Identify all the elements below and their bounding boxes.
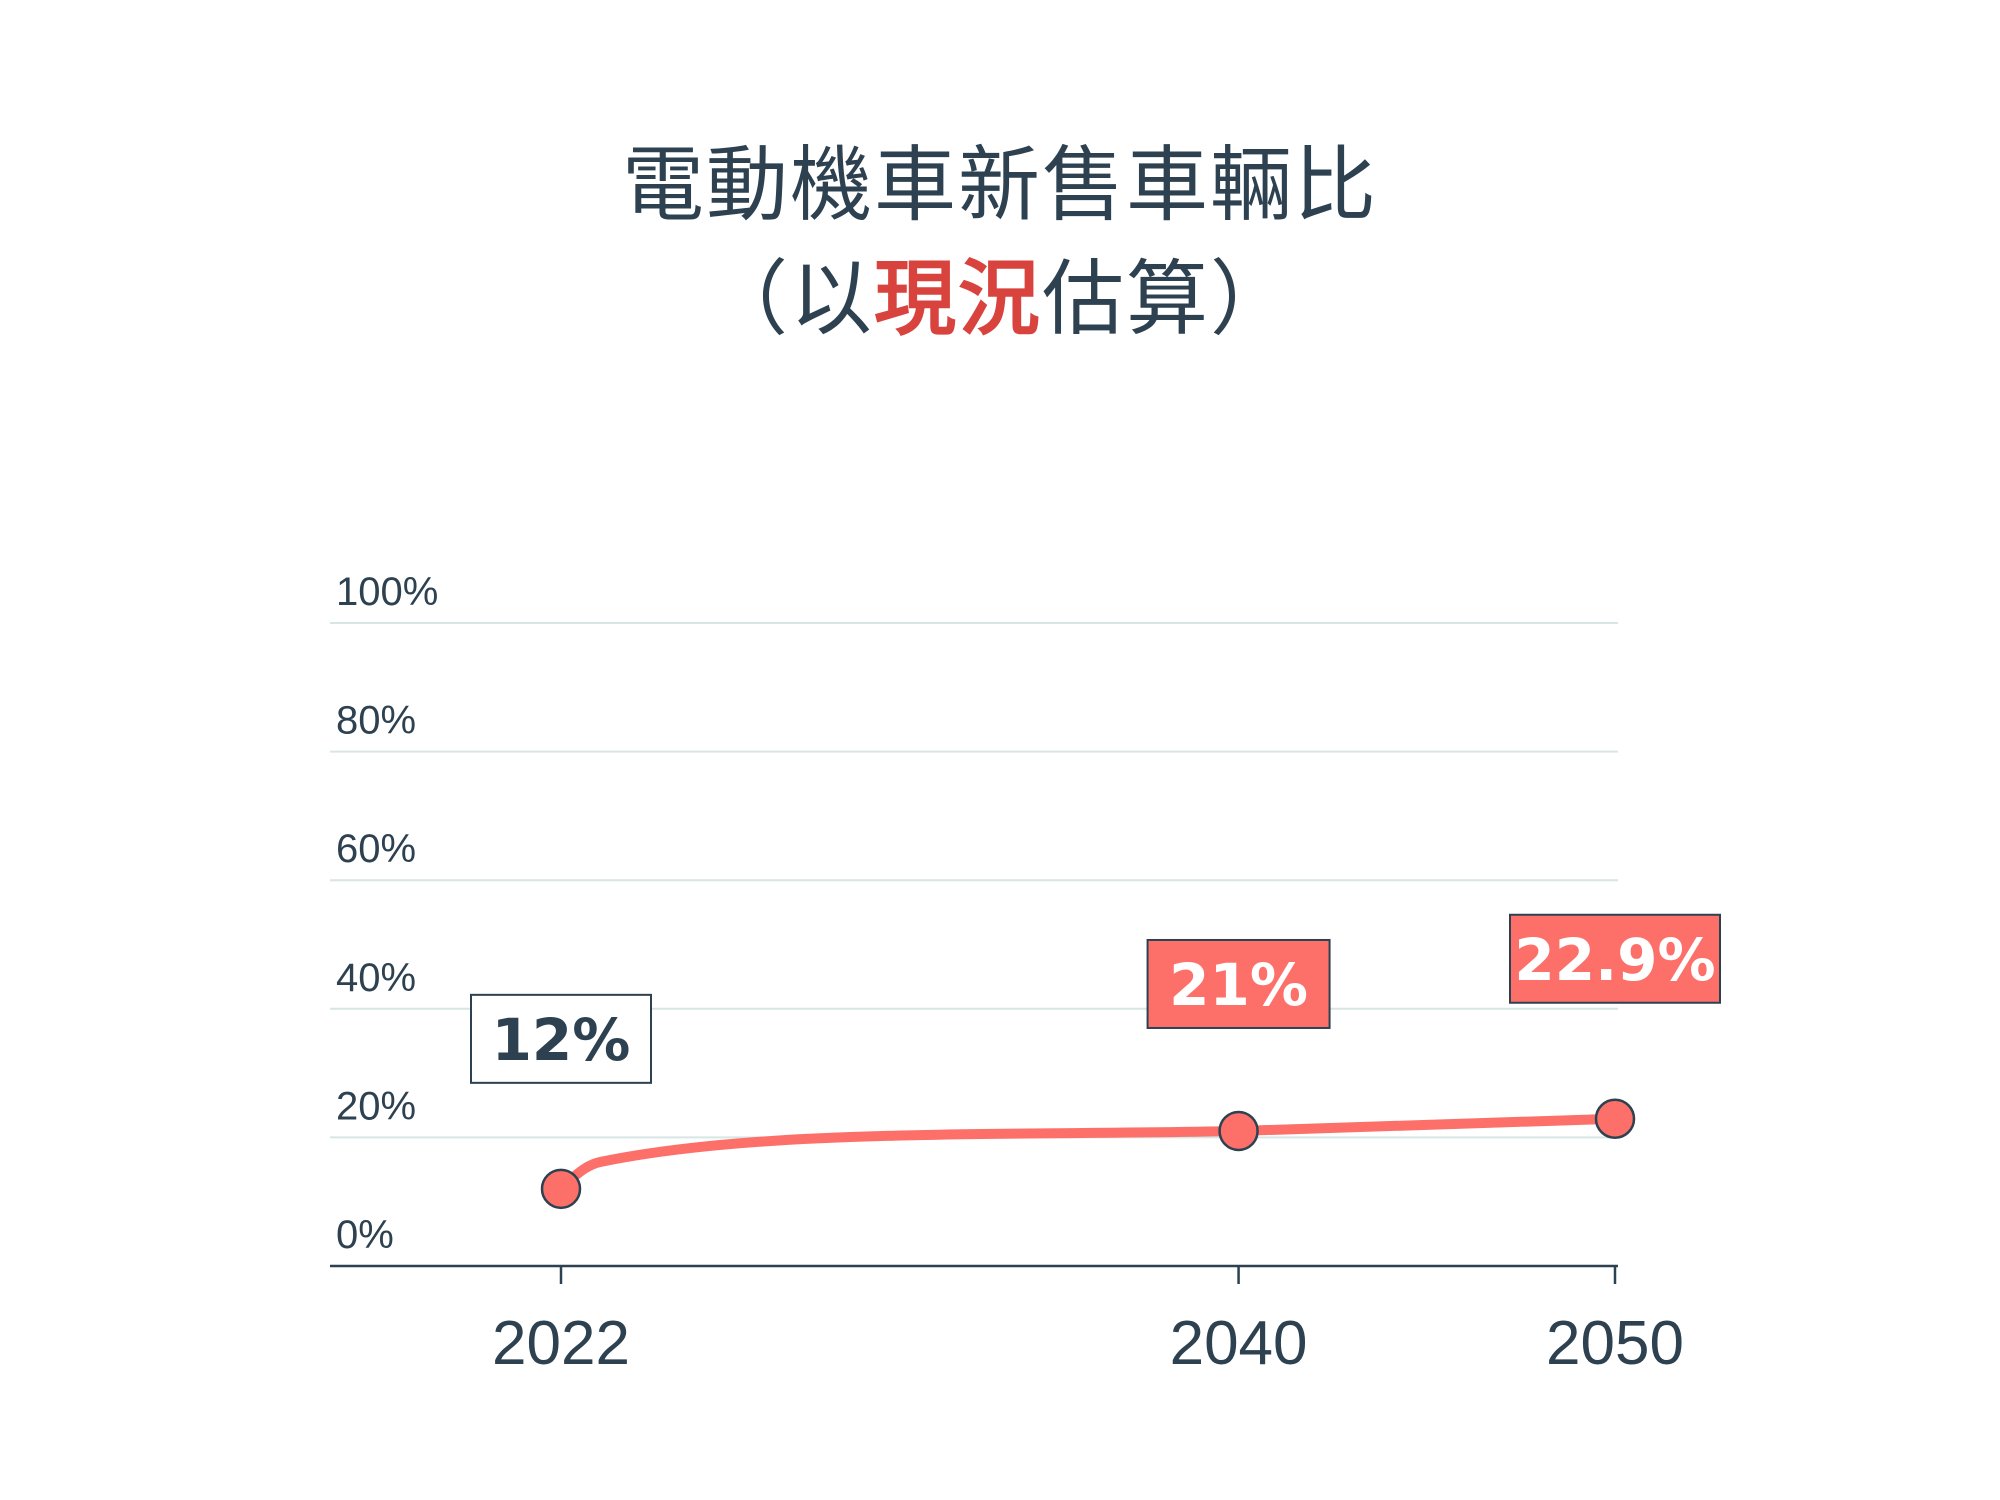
data-label: 22.9% <box>1514 926 1715 994</box>
data-label-box <box>1509 913 1721 1004</box>
data-label: 12% <box>492 1006 631 1074</box>
data-label: 21% <box>1169 951 1308 1019</box>
subtitle-open: （以 <box>705 252 874 347</box>
x-tick-label: 2040 <box>1170 1309 1308 1378</box>
subtitle-close: 估算） <box>1042 252 1295 347</box>
subtitle-highlight: 現況 <box>873 252 1042 347</box>
chart-subtitle: （以現況估算） <box>0 232 2000 351</box>
y-tick-label: 20% <box>336 1084 416 1128</box>
y-tick-label: 40% <box>336 956 416 1000</box>
chart-title: 電動機車新售車輛比 <box>621 138 1378 233</box>
y-tick-label: 80% <box>336 699 416 743</box>
series-line <box>556 1113 1620 1194</box>
data-point <box>540 1168 582 1210</box>
x-tick-label: 2050 <box>1546 1309 1684 1378</box>
data-label-box <box>1146 938 1331 1029</box>
data-point <box>1594 1098 1636 1140</box>
y-tick-label: 0% <box>336 1213 394 1257</box>
data-point <box>1218 1110 1259 1152</box>
y-tick-label: 100% <box>336 570 438 614</box>
x-tick-label: 2022 <box>492 1309 630 1378</box>
y-tick-label: 60% <box>336 827 416 871</box>
data-label-box <box>470 993 652 1084</box>
